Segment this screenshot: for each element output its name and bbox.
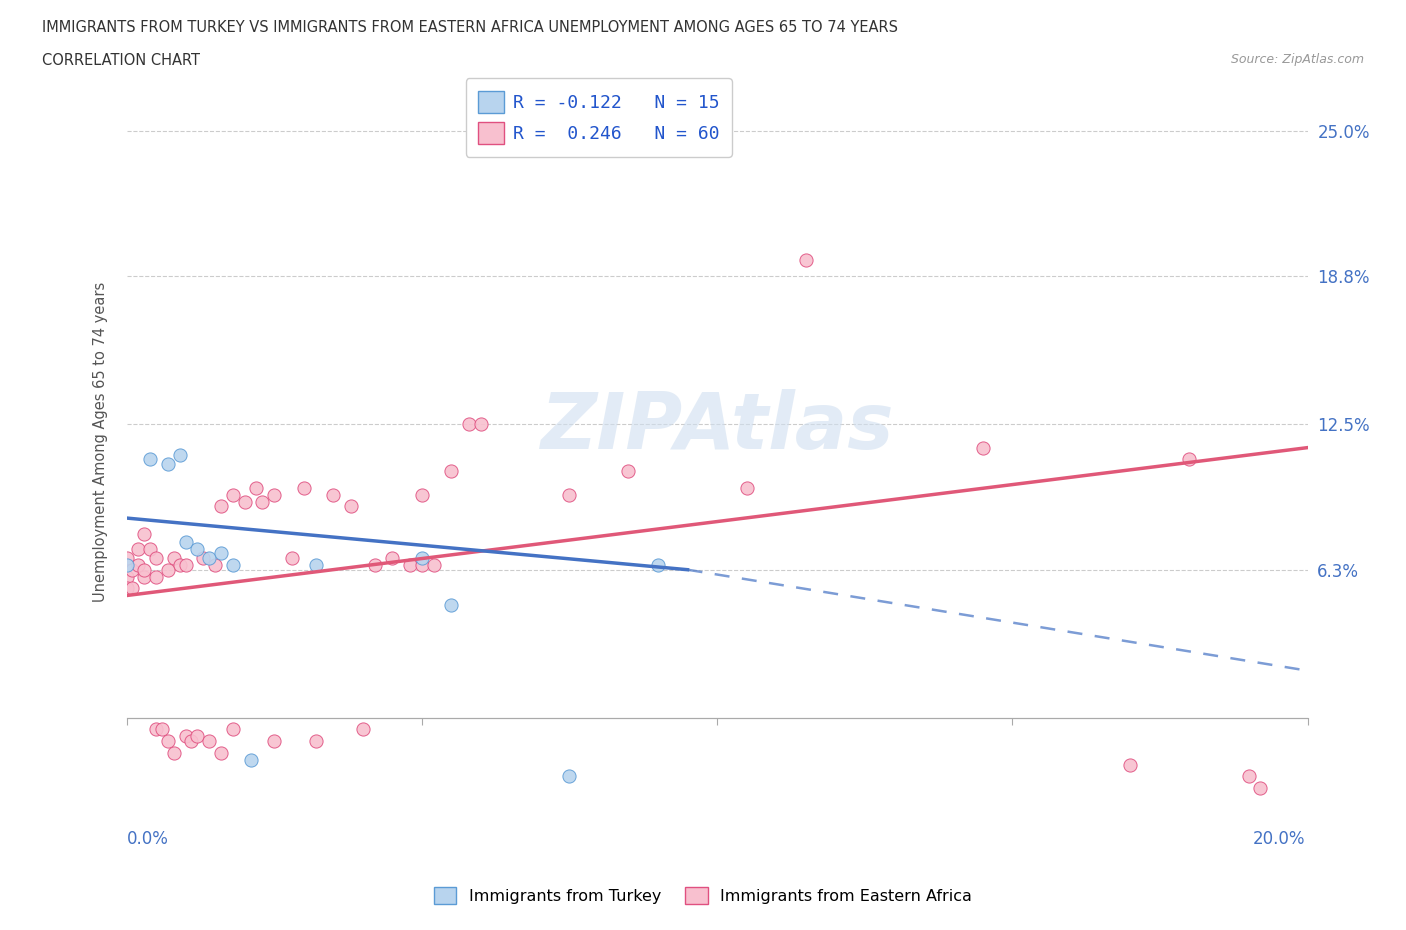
Point bbox=[340, 498, 363, 513]
Text: 0.0%: 0.0% bbox=[127, 830, 169, 847]
Point bbox=[180, 734, 202, 749]
Point bbox=[209, 746, 232, 761]
Point bbox=[115, 569, 138, 584]
Point bbox=[115, 581, 138, 596]
Point bbox=[145, 551, 167, 565]
Point bbox=[411, 558, 433, 573]
Text: 20.0%: 20.0% bbox=[1253, 830, 1305, 847]
Point bbox=[1119, 757, 1142, 772]
Point bbox=[156, 457, 179, 472]
Point bbox=[186, 729, 208, 744]
Point bbox=[422, 558, 444, 573]
Point bbox=[121, 563, 143, 578]
Point bbox=[440, 597, 463, 612]
Point bbox=[292, 480, 315, 495]
Point bbox=[139, 541, 162, 556]
Point bbox=[233, 494, 256, 509]
Point bbox=[163, 551, 186, 565]
Point bbox=[169, 558, 191, 573]
Point bbox=[134, 563, 156, 578]
Point bbox=[411, 551, 433, 565]
Point bbox=[440, 464, 463, 479]
Point bbox=[458, 417, 481, 432]
Point bbox=[735, 480, 758, 495]
Text: Source: ZipAtlas.com: Source: ZipAtlas.com bbox=[1230, 53, 1364, 66]
Point bbox=[174, 534, 197, 549]
Point bbox=[127, 541, 149, 556]
Point bbox=[245, 480, 267, 495]
Point bbox=[174, 558, 197, 573]
Point bbox=[1178, 452, 1201, 467]
Point bbox=[470, 417, 492, 432]
Point bbox=[209, 546, 232, 561]
Point bbox=[134, 569, 156, 584]
Point bbox=[204, 558, 226, 573]
Point bbox=[363, 558, 385, 573]
Point bbox=[121, 581, 143, 596]
Point bbox=[222, 722, 245, 737]
Point bbox=[209, 498, 232, 513]
Point bbox=[1237, 769, 1260, 784]
Text: CORRELATION CHART: CORRELATION CHART bbox=[42, 53, 200, 68]
Point bbox=[156, 734, 179, 749]
Point bbox=[352, 722, 374, 737]
Point bbox=[558, 769, 581, 784]
Point bbox=[150, 722, 173, 737]
Point bbox=[1249, 780, 1271, 795]
Point bbox=[304, 558, 326, 573]
Legend: R = -0.122   N = 15, R =  0.246   N = 60: R = -0.122 N = 15, R = 0.246 N = 60 bbox=[465, 78, 733, 157]
Point bbox=[139, 452, 162, 467]
Point bbox=[134, 527, 156, 542]
Point bbox=[169, 447, 191, 462]
Point bbox=[263, 734, 285, 749]
Point bbox=[174, 729, 197, 744]
Point bbox=[145, 722, 167, 737]
Text: ZIPAtlas: ZIPAtlas bbox=[540, 390, 894, 465]
Point bbox=[145, 569, 167, 584]
Point bbox=[127, 558, 149, 573]
Point bbox=[198, 551, 221, 565]
Point bbox=[115, 558, 138, 573]
Point bbox=[558, 487, 581, 502]
Point bbox=[399, 558, 422, 573]
Point bbox=[647, 558, 669, 573]
Point bbox=[304, 734, 326, 749]
Point bbox=[411, 487, 433, 502]
Point bbox=[239, 752, 262, 767]
Point bbox=[193, 551, 215, 565]
Text: IMMIGRANTS FROM TURKEY VS IMMIGRANTS FROM EASTERN AFRICA UNEMPLOYMENT AMONG AGES: IMMIGRANTS FROM TURKEY VS IMMIGRANTS FRO… bbox=[42, 20, 898, 35]
Point bbox=[263, 487, 285, 502]
Point bbox=[281, 551, 304, 565]
Point bbox=[794, 252, 817, 267]
Point bbox=[222, 558, 245, 573]
Point bbox=[972, 440, 994, 455]
Point bbox=[186, 541, 208, 556]
Point bbox=[617, 464, 640, 479]
Point bbox=[163, 746, 186, 761]
Point bbox=[156, 563, 179, 578]
Point bbox=[322, 487, 344, 502]
Point bbox=[252, 494, 274, 509]
Point bbox=[381, 551, 404, 565]
Point bbox=[198, 734, 221, 749]
Point bbox=[222, 487, 245, 502]
Y-axis label: Unemployment Among Ages 65 to 74 years: Unemployment Among Ages 65 to 74 years bbox=[93, 282, 108, 602]
Legend: Immigrants from Turkey, Immigrants from Eastern Africa: Immigrants from Turkey, Immigrants from … bbox=[427, 881, 979, 910]
Point bbox=[115, 551, 138, 565]
